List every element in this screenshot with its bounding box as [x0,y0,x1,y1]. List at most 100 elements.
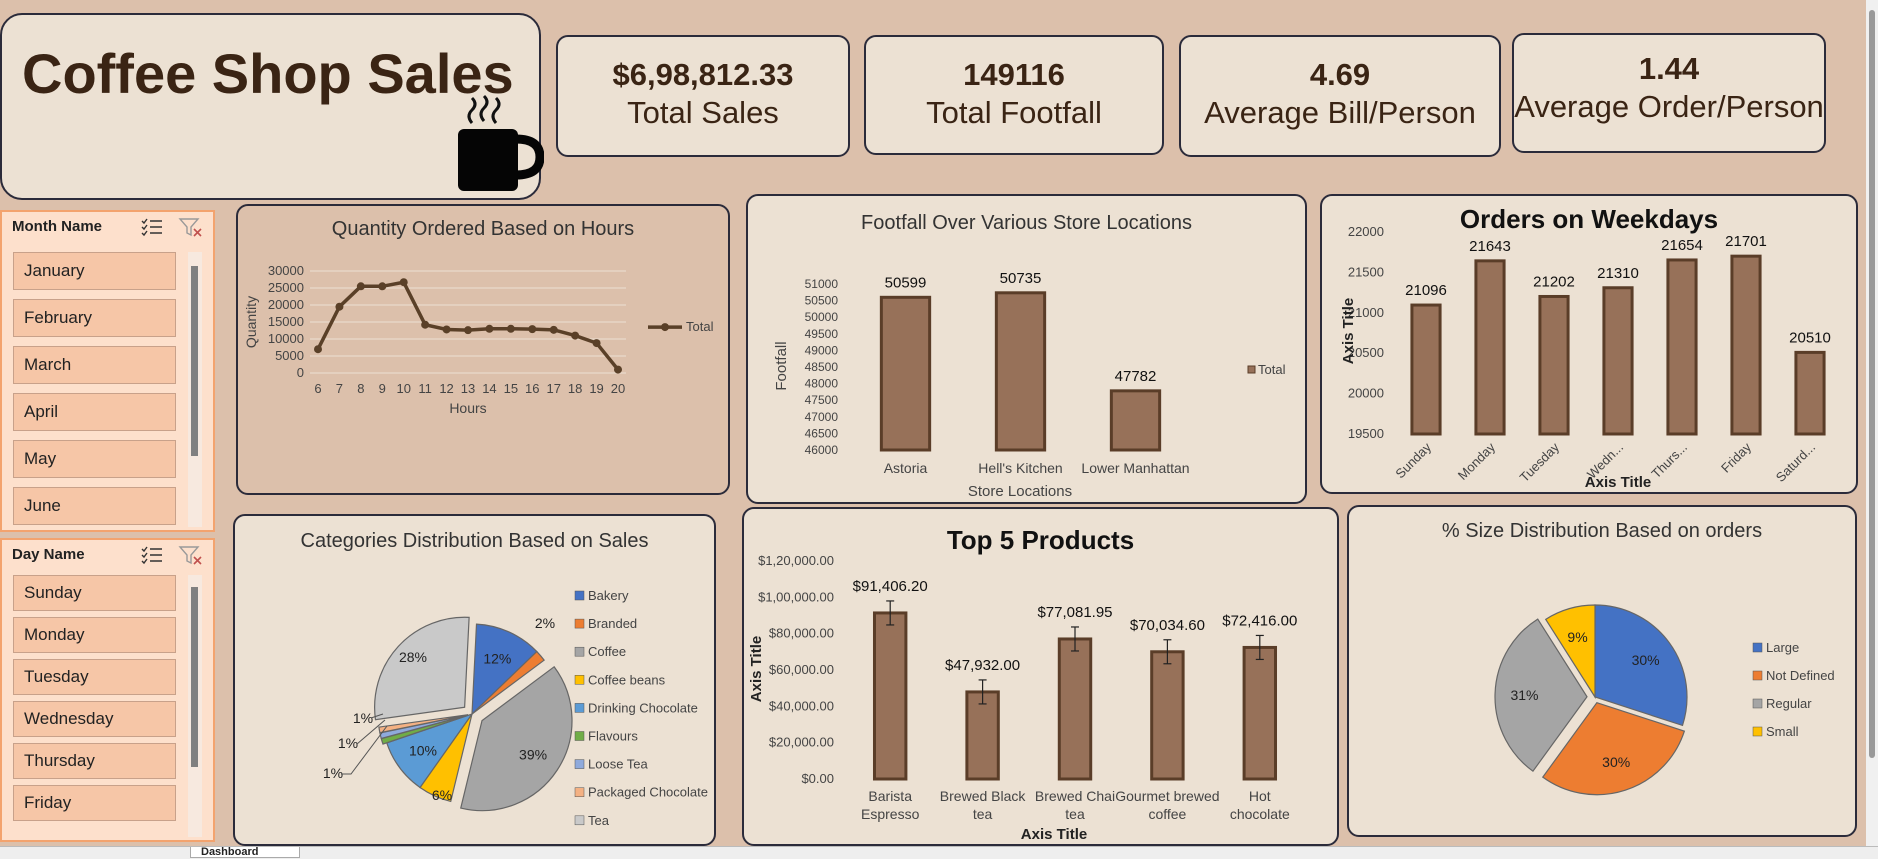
sheet-tab[interactable]: Dashboard [190,847,300,858]
bar [1794,350,1826,436]
legend-label: Total [1258,362,1286,377]
slicer-item-may[interactable]: May [13,440,176,478]
scrollbar-thumb[interactable] [191,587,198,767]
y-tick-label: 48000 [805,377,839,391]
pie-slice [460,665,573,812]
y-tick-label: $1,20,000.00 [758,553,834,568]
chart-title: % Size Distribution Based on orders [1441,520,1763,542]
x-tick-label: 11 [418,381,432,396]
slicer-item-wednesday[interactable]: Wednesday [13,701,176,737]
y-tick-label: 10000 [268,331,304,346]
slicer-scrollbar[interactable] [188,575,202,837]
y-tick-label: 20000 [1348,386,1384,401]
data-label: 21701 [1725,233,1767,250]
slicer-item-monday[interactable]: Monday [13,617,176,653]
pie-slice [1594,604,1688,727]
y-tick-label: $1,00,000.00 [758,589,834,604]
y-tick-label: 47000 [805,410,839,424]
legend-label: Bakery [588,588,629,603]
slicer-item-february[interactable]: February [13,299,176,337]
leader-line [341,713,388,775]
pie-slice [1544,604,1596,700]
slicer-item-thursday[interactable]: Thursday [13,743,176,779]
slicer-scrollbar[interactable] [188,252,202,527]
category-pie-chart-panel: Categories Distribution Based on Sales 1… [233,514,716,846]
slicer-item-friday[interactable]: Friday [13,785,176,821]
bar [879,295,932,452]
kpi-average-bill: 4.69 Average Bill/Person [1179,35,1501,157]
y-tick-label: 50000 [805,310,839,324]
x-tick-label: Brewed Chai tea [1035,788,1115,822]
data-point [356,282,365,291]
x-tick-label: Barista Espresso [861,788,920,822]
bar [1666,258,1698,436]
bar [1410,303,1442,436]
legend-swatch [574,787,585,797]
data-label: 1% [338,735,358,751]
slicer-item-january[interactable]: January [13,252,176,290]
slicer-item-tuesday[interactable]: Tuesday [13,659,176,695]
slicer-item-sunday[interactable]: Sunday [13,575,176,611]
clear-filter-icon[interactable] [178,216,204,238]
data-label: $77,081.95 [1037,604,1112,621]
y-axis-label: Axis Title [1340,298,1357,364]
data-point [399,278,408,287]
y-tick-label: 5000 [275,348,304,363]
kpi-average-order: 1.44 Average Order/Person [1512,33,1826,153]
kpi-value: $6,98,812.33 [612,57,794,92]
data-label: 50599 [885,274,927,291]
x-tick-label: 15 [504,381,518,396]
data-point [549,325,558,334]
x-axis-label: Axis Title [1585,474,1651,491]
multi-select-icon[interactable] [139,216,165,238]
scrollbar-thumb[interactable] [1869,10,1875,758]
scrollbar-thumb[interactable] [191,266,198,456]
y-tick-label: 49500 [805,327,839,341]
weekday-bar-chart-panel: Orders on Weekdays 19500 20000 20500 21000 2… [1320,194,1858,494]
data-label: $47,932.00 [945,657,1020,674]
data-point [464,326,472,335]
slicer-item-april[interactable]: April [13,393,176,431]
x-tick-label: 16 [525,381,539,396]
slicer-item-march[interactable]: March [13,346,176,384]
data-point [614,365,622,374]
x-tick-label: 18 [568,381,582,396]
y-axis-label: Quantity [243,296,259,348]
data-label: 2% [535,615,555,631]
day-slicer: Day Name Sunday Monday Tuesday Wednesday… [0,538,215,842]
chart-title: Quantity Ordered Based on Hours [331,218,635,240]
kpi-total-footfall: 149116 Total Footfall [864,35,1164,155]
y-tick-label: $40,000.00 [769,698,834,713]
x-tick-label: 19 [589,381,603,396]
vertical-scrollbar[interactable] [1866,0,1878,846]
slicer-item-june[interactable]: June [13,487,176,525]
legend-swatch [574,759,585,769]
y-tick-label: $80,000.00 [769,626,834,641]
legend-swatch [574,618,585,629]
x-axis-label: Axis Title [1021,826,1087,843]
bar [1150,650,1185,781]
y-tick-label: 22000 [1348,224,1384,239]
pie-slice [471,623,538,716]
y-tick-label: $0.00 [801,771,834,786]
y-tick-label: 51000 [805,277,839,291]
dashboard-title: Coffee Shop Sales [22,42,514,105]
category-pie-chart: 12% 2% 39% 6% 10% 1% 1% 1% 28% Bakery Branded Coffe… [323,588,708,828]
legend-label: Regular [1766,696,1812,711]
legend-swatch [574,703,585,713]
multi-select-icon[interactable] [139,544,165,566]
legend-swatch [1247,365,1256,374]
size-pie-chart-panel: % Size Distribution Based on orders 30% 3… [1347,505,1857,837]
bar [994,291,1047,452]
y-axis-label: Footfall [773,341,790,390]
x-axis-label: Store Locations [968,483,1072,500]
y-tick-label: 49000 [805,343,839,357]
x-tick-label: Gourmet brewed coffee [1115,788,1219,822]
data-label: 12% [483,650,511,666]
x-tick-label: Tuesday [1517,439,1563,485]
clear-filter-icon[interactable] [178,544,204,566]
x-tick-label: 20 [611,381,625,396]
x-tick-label: 13 [461,381,475,396]
sheet-tab-bar [0,846,1878,859]
y-tick-label: 20000 [268,297,304,312]
